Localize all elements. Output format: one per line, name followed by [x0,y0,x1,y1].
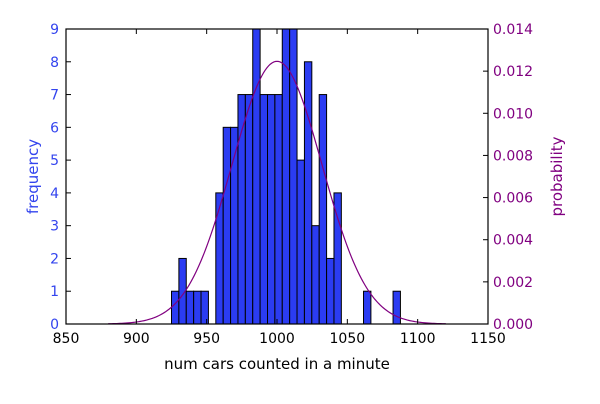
x-tick-label: 1150 [470,331,506,347]
histogram-bar [326,257,335,325]
y-tick-label: 3 [50,219,59,235]
histogram-bar [252,28,261,325]
histogram-bar [222,126,232,325]
y-tick-label: 6 [50,120,59,136]
x-tick-label: 950 [193,331,220,347]
histogram-bar [311,225,320,325]
histogram-bar [244,94,254,325]
y-axis-right: 0.000 0.002 0.004 0.006 0.008 0.010 0.012 0.014 [483,22,533,333]
y2-tick-label: 0.002 [493,275,533,291]
y-tick-label: 4 [50,186,59,202]
y-tick-label: 1 [50,284,59,300]
y-tick-label: 9 [50,22,59,38]
y2-tick-label: 0.000 [493,317,533,333]
histogram-bar [303,61,313,325]
curve-layer [108,60,446,325]
y2-axis-label: probability [548,136,566,216]
histogram-bar [193,290,202,325]
histogram-bar [318,94,328,325]
histogram-bar [392,290,401,325]
y2-tick-label: 0.008 [493,148,533,164]
y-tick-label: 2 [50,251,59,267]
y-tick-label: 5 [50,153,59,169]
x-tick-label: 1100 [400,331,436,347]
x-axis: 850 900 950 1000 1050 1100 1150 [53,29,506,347]
histogram-bar [333,192,342,325]
y2-tick-label: 0.012 [493,64,533,80]
histogram-bar [296,159,305,325]
x-tick-label: 900 [123,331,150,347]
y-tick-label: 7 [50,88,59,104]
y2-tick-label: 0.004 [493,233,533,249]
histogram-bar [215,192,224,325]
y2-tick-label: 0.014 [493,22,533,38]
pdf-curve [108,60,446,325]
histogram-bar [274,94,283,325]
y-axis-label: frequency [24,139,42,214]
y2-tick-label: 0.006 [493,191,533,207]
histogram-bar [185,290,195,325]
x-tick-label: 1000 [259,331,295,347]
histogram-bar [281,28,291,325]
histogram-bar [259,94,268,325]
y2-tick-label: 0.010 [493,106,533,122]
histogram-bar [363,290,372,325]
histogram-bar [200,290,209,325]
y-tick-label: 8 [50,55,59,71]
x-axis-label: num cars counted in a minute [164,355,390,373]
histogram-bar [267,94,276,325]
y-tick-label: 0 [50,317,59,333]
x-tick-label: 850 [53,331,80,347]
histogram-bar [171,290,180,325]
x-tick-label: 1050 [330,331,366,347]
y-axis-left: 0 1 2 3 4 5 6 7 8 9 [50,22,71,333]
